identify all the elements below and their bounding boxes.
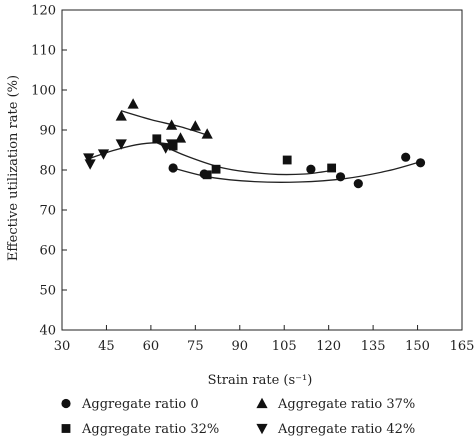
legend-marker-series-0 (61, 398, 71, 409)
data-point-series-2 (327, 163, 337, 173)
x-tick-label: 135 (361, 339, 386, 354)
y-tick-label: 60 (39, 244, 56, 259)
legend-marker-series-3 (256, 423, 268, 435)
fit-curves (88, 110, 424, 183)
plot-border (61, 9, 463, 331)
legend: Aggregate ratio 0 Aggregate ratio 37% Aggr… (61, 397, 415, 437)
data-point-series-1 (201, 128, 213, 139)
fit-curve-series-1 (121, 110, 211, 137)
data-point-series-0 (401, 152, 411, 162)
x-tick-label: 165 (450, 339, 474, 354)
y-tick-label: 90 (39, 124, 56, 139)
x-tick-label: 150 (405, 339, 430, 354)
data-point-series-0 (168, 163, 178, 173)
data-point-series-3 (166, 139, 178, 150)
data-point-series-2 (211, 164, 221, 174)
data-point-series-2 (202, 170, 212, 180)
plot-area (61, 9, 463, 331)
data-point-series-2 (152, 134, 162, 144)
legend-label: Aggregate ratio 0 (81, 397, 199, 412)
legend-marker-series-2 (61, 424, 71, 433)
x-tick-label: 45 (98, 339, 115, 354)
data-markers (83, 98, 426, 189)
data-point-series-1 (115, 110, 127, 121)
data-point-series-2 (282, 155, 292, 165)
x-tick-label: 90 (232, 339, 249, 354)
data-point-series-1 (166, 119, 178, 130)
x-tick-label: 120 (316, 339, 341, 354)
legend-label: Aggregate ratio 32% (81, 422, 219, 437)
data-point-series-3 (84, 159, 96, 170)
data-point-series-3 (160, 143, 172, 154)
data-point-series-1 (174, 132, 187, 143)
fit-curve-series-2 (156, 142, 335, 176)
legend-marker-series-1 (256, 397, 268, 409)
data-point-series-3 (115, 139, 127, 150)
data-point-series-0 (415, 158, 426, 168)
data-point-series-0 (353, 179, 363, 189)
y-tick-label: 110 (31, 44, 56, 59)
y-axis-title: Effective utilization rate (%) (6, 75, 21, 261)
x-axis-title: Strain rate (s⁻¹) (208, 373, 313, 388)
data-point-series-0 (335, 172, 346, 182)
data-point-series-1 (189, 120, 201, 131)
axis-ticks: 30 45 60 75 90 105 120 135 150 165 40 50 60 70 80 90 100… (31, 4, 474, 355)
data-point-series-3 (97, 149, 110, 160)
y-tick-label: 100 (31, 84, 56, 99)
data-point-series-3 (83, 153, 95, 164)
y-tick-label: 40 (39, 324, 56, 339)
x-tick-label: 30 (54, 339, 71, 354)
data-point-series-0 (306, 164, 316, 174)
x-tick-label: 60 (143, 339, 160, 354)
legend-label: Aggregate ratio 37% (277, 397, 415, 412)
y-tick-label: 80 (39, 164, 56, 179)
data-point-series-1 (127, 98, 139, 109)
y-tick-label: 120 (31, 4, 56, 19)
y-tick-label: 50 (39, 284, 56, 299)
legend-label: Aggregate ratio 42% (277, 422, 415, 437)
x-tick-label: 75 (187, 339, 204, 354)
x-tick-label: 105 (272, 339, 297, 354)
y-tick-label: 70 (39, 204, 56, 219)
